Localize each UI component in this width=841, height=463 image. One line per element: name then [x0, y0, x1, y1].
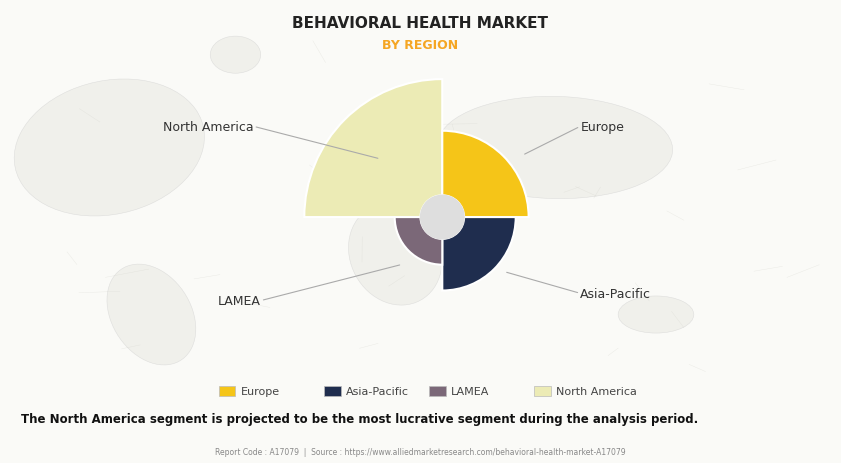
Text: North America: North America: [163, 120, 253, 133]
Text: Europe: Europe: [580, 120, 624, 133]
Text: Asia-Pacific: Asia-Pacific: [580, 287, 651, 300]
Wedge shape: [394, 218, 442, 265]
Text: The North America segment is projected to be the most lucrative segment during t: The North America segment is projected t…: [21, 412, 698, 425]
Text: BEHAVIORAL HEALTH MARKET: BEHAVIORAL HEALTH MARKET: [293, 16, 548, 31]
Text: Asia-Pacific: Asia-Pacific: [346, 386, 409, 396]
Wedge shape: [442, 218, 516, 291]
Text: BY REGION: BY REGION: [383, 39, 458, 52]
Ellipse shape: [437, 97, 673, 199]
Wedge shape: [442, 131, 529, 218]
Ellipse shape: [210, 37, 261, 74]
Ellipse shape: [618, 296, 694, 333]
Ellipse shape: [370, 93, 437, 148]
Text: LAMEA: LAMEA: [218, 294, 261, 307]
Text: North America: North America: [556, 386, 637, 396]
Text: Europe: Europe: [241, 386, 280, 396]
Wedge shape: [304, 80, 442, 218]
Text: LAMEA: LAMEA: [451, 386, 489, 396]
Ellipse shape: [14, 80, 204, 217]
Circle shape: [420, 196, 464, 239]
Text: Report Code : A17079  |  Source : https://www.alliedmarketresearch.com/behaviora: Report Code : A17079 | Source : https://…: [215, 447, 626, 456]
Ellipse shape: [348, 204, 442, 306]
Ellipse shape: [107, 264, 196, 365]
